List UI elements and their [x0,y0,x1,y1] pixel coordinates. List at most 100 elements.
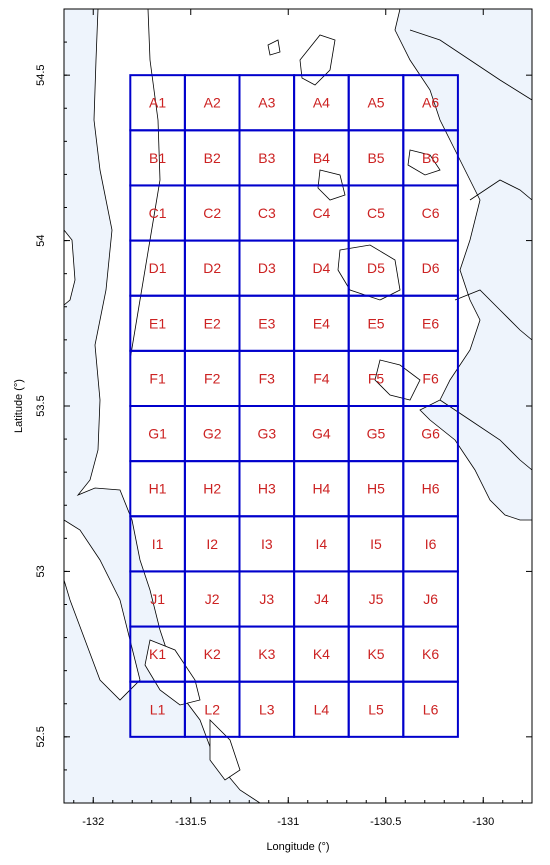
cell-label-h5: H5 [367,481,385,497]
cell-label-e5: E5 [367,315,384,331]
cell-label-i4: I4 [316,536,328,552]
cell-label-a4: A4 [313,95,330,111]
cell-label-b2: B2 [204,150,221,166]
cell-label-j1: J1 [150,591,165,607]
y-tick-label: 53.5 [35,395,47,416]
x-tick-label: -130.5 [370,816,401,828]
cell-label-k5: K5 [367,646,384,662]
cell-label-e2: E2 [204,315,221,331]
cell-label-h2: H2 [203,481,221,497]
cell-label-a3: A3 [258,95,275,111]
cell-label-d4: D4 [312,260,330,276]
cell-label-b6: B6 [422,150,439,166]
x-tick-label: -132 [82,816,104,828]
cell-label-a1: A1 [149,95,166,111]
cell-label-f5: F5 [368,370,385,386]
cell-label-l3: L3 [259,701,275,717]
cell-label-k1: K1 [149,646,166,662]
cell-label-j3: J3 [259,591,274,607]
channel-line-4 [439,399,532,471]
cell-label-g3: G3 [257,426,276,442]
cell-label-g2: G2 [203,426,222,442]
cell-label-layer: A1 A2 A3 A4 A5 A6 B1 B2 B3 B4 B5 B6 C1 C2 C3 C4 C5 C6 D1 D2… [148,95,440,718]
cell-label-f3: F3 [259,370,276,386]
cell-label-i3: I3 [261,536,273,552]
cell-label-h3: H3 [258,481,276,497]
cell-label-c6: C6 [422,205,440,221]
cell-label-k3: K3 [258,646,275,662]
y-axis: 52.5 53 53.5 54 54.5 [35,41,532,771]
island-8 [267,39,281,56]
island-1 [64,229,76,306]
cell-label-f4: F4 [313,370,330,386]
y-axis-title: Latitude (°) [13,379,25,433]
channel-line-3 [409,29,532,101]
cell-label-c2: C2 [203,205,221,221]
cell-label-i1: I1 [152,536,164,552]
cell-label-k6: K6 [422,646,439,662]
channel-line-1 [469,179,532,201]
cell-label-l6: L6 [423,701,439,717]
cell-label-g4: G4 [312,426,331,442]
cell-label-a5: A5 [367,95,384,111]
cell-label-d5: D5 [367,260,385,276]
cell-label-k4: K4 [313,646,330,662]
x-tick-label: -131.5 [175,816,206,828]
cell-label-k2: K2 [204,646,221,662]
x-tick-label: -131 [277,816,299,828]
cell-label-l1: L1 [150,701,166,717]
cell-label-c1: C1 [149,205,167,221]
channel-line-5 [129,9,161,361]
cell-label-h1: H1 [149,481,167,497]
cell-label-f2: F2 [204,370,221,386]
cell-label-l5: L5 [368,701,384,717]
cell-label-c4: C4 [312,205,330,221]
cell-label-b1: B1 [149,150,166,166]
cell-label-l2: L2 [204,701,220,717]
island-7 [299,34,336,86]
cell-label-d2: D2 [203,260,221,276]
x-tick-label: -130 [472,816,494,828]
cell-label-b5: B5 [367,150,384,166]
cell-label-d1: D1 [149,260,167,276]
cell-label-b4: B4 [313,150,330,166]
cell-label-j5: J5 [369,591,384,607]
y-tick-label: 53 [35,565,47,577]
cell-label-i2: I2 [206,536,218,552]
cell-label-l4: L4 [314,701,330,717]
cell-label-c3: C3 [258,205,276,221]
cell-label-j2: J2 [205,591,220,607]
cell-label-d6: D6 [422,260,440,276]
cell-label-g1: G1 [148,426,167,442]
cell-label-d3: D3 [258,260,276,276]
island-10 [407,149,441,176]
cell-label-i6: I6 [425,536,437,552]
cell-label-b3: B3 [258,150,275,166]
cell-label-a6: A6 [422,95,439,111]
y-tick-label: 52.5 [35,726,47,747]
cell-label-g5: G5 [367,426,386,442]
cell-label-h4: H4 [312,481,330,497]
cell-label-h6: H6 [422,481,440,497]
cell-label-f6: F6 [422,370,439,386]
island-3 [144,639,201,706]
cell-label-j4: J4 [314,591,329,607]
grid-cell [402,680,459,738]
cell-label-i5: I5 [370,536,382,552]
water-area-east [394,9,532,521]
y-tick-label: 54 [35,234,47,246]
y-tick-label: 54.5 [35,64,47,85]
cell-label-e6: E6 [422,315,439,331]
x-axis-title: Longitude (°) [266,841,329,853]
channel-line-2 [454,289,532,341]
cell-label-c5: C5 [367,205,385,221]
cell-label-f1: F1 [149,370,166,386]
cell-label-e3: E3 [258,315,275,331]
x-axis: -132 -131.5 -131 -130.5 -130 [73,9,523,828]
cell-label-g6: G6 [421,426,440,442]
cell-label-a2: A2 [204,95,221,111]
grid-layer [129,74,459,738]
cell-label-e4: E4 [313,315,330,331]
cell-label-j6: J6 [423,591,438,607]
